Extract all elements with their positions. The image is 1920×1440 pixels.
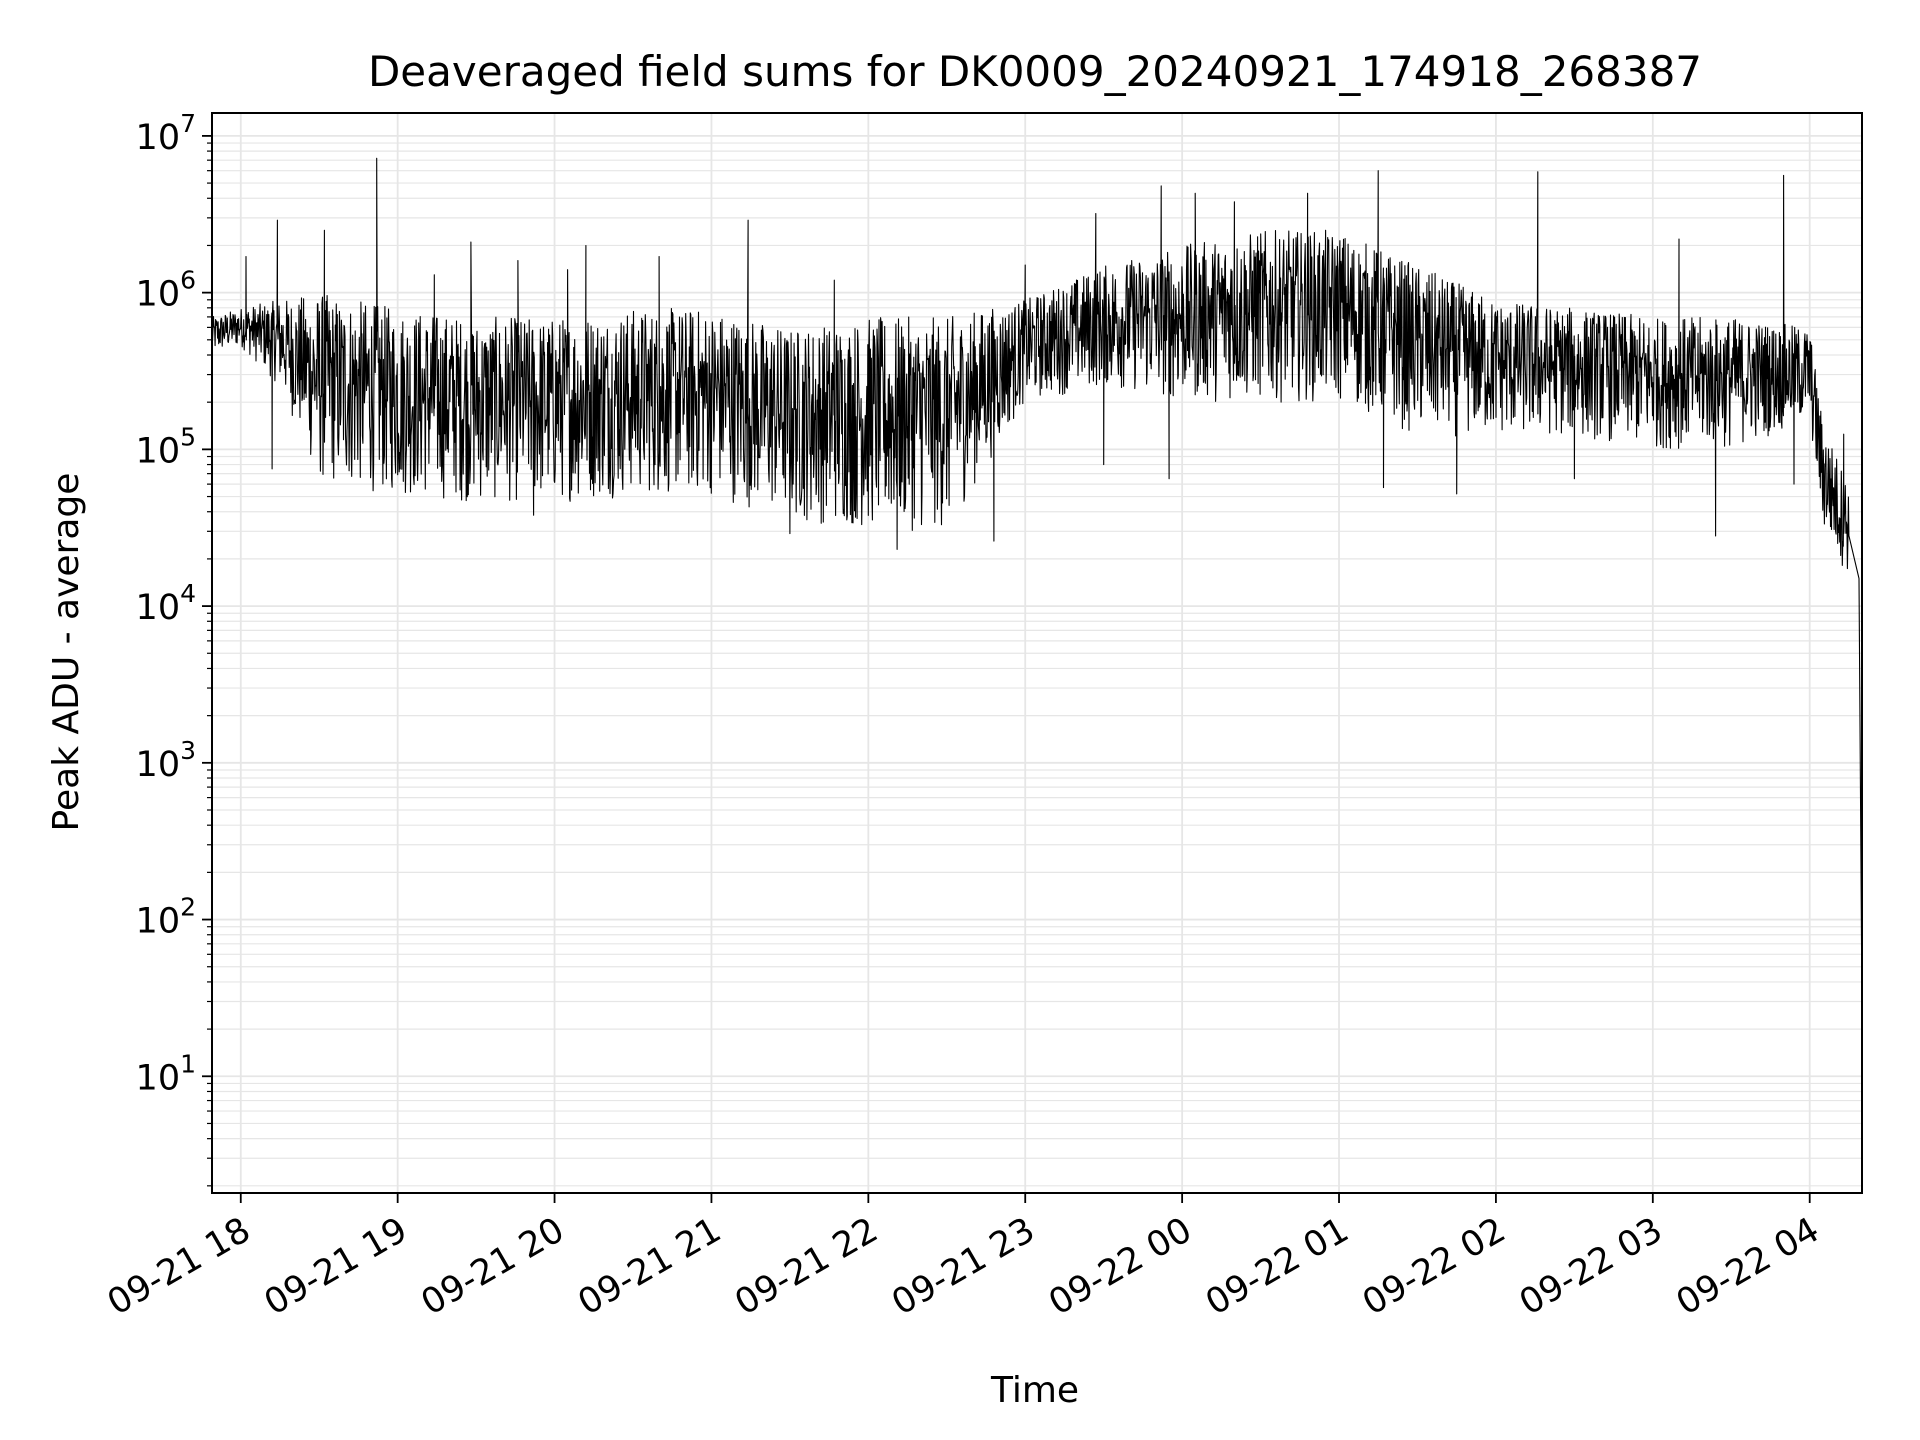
- y-tick-label-exponent: 6: [180, 266, 196, 295]
- y-tick-label-base: 10: [136, 118, 181, 158]
- y-tick-label-base: 10: [136, 745, 181, 785]
- y-tick-label: 102: [136, 893, 196, 942]
- y-tick-label-exponent: 5: [180, 422, 196, 451]
- y-tick-label: 104: [136, 579, 196, 628]
- grid: [212, 113, 1862, 1193]
- y-tick-label-exponent: 4: [180, 579, 196, 608]
- y-tick-label-exponent: 1: [180, 1049, 196, 1078]
- y-tick-label: 105: [136, 422, 196, 471]
- y-tick-label: 103: [136, 736, 196, 785]
- y-axis-label: Peak ADU - average: [46, 473, 87, 832]
- y-tick-label-exponent: 7: [180, 109, 196, 138]
- y-tick-label: 107: [136, 109, 196, 158]
- y-tick-label: 106: [136, 266, 196, 315]
- y-tick-label-exponent: 2: [180, 893, 196, 922]
- series-line: [211, 157, 1863, 1014]
- y-tick-label-exponent: 3: [180, 736, 196, 765]
- y-tick-label: 101: [136, 1049, 196, 1098]
- y-tick-label-base: 10: [136, 1058, 181, 1098]
- chart-title: Deaveraged field sums for DK0009_2024092…: [368, 47, 1702, 96]
- y-tick-label-base: 10: [136, 588, 181, 628]
- y-tick-label-base: 10: [136, 902, 181, 942]
- series-path: [211, 157, 1863, 1014]
- y-tick-label-base: 10: [136, 275, 181, 315]
- x-axis-label: Time: [990, 1370, 1079, 1411]
- y-tick-label-base: 10: [136, 431, 181, 471]
